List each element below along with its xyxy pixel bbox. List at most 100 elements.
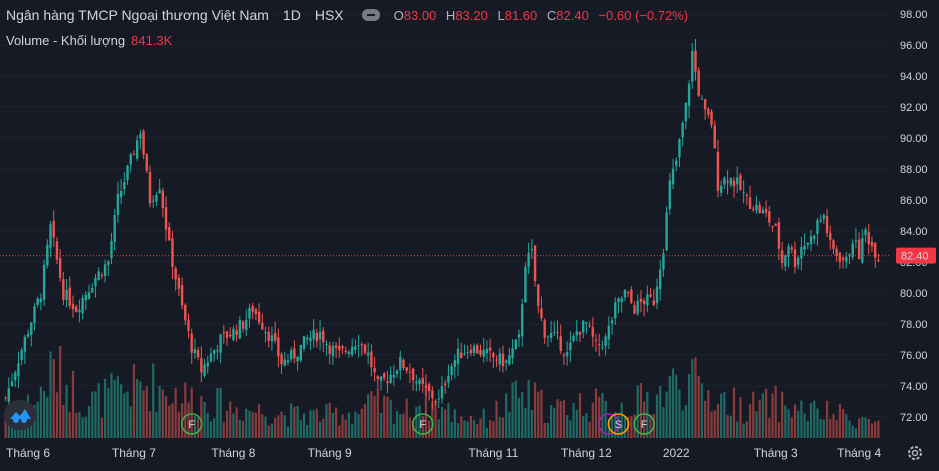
candle-body xyxy=(662,253,665,270)
candle-body xyxy=(488,347,492,351)
volume-bar xyxy=(752,391,755,438)
volume-bar xyxy=(142,390,145,438)
x-tick-label: Tháng 9 xyxy=(308,446,352,460)
candle-body xyxy=(196,350,200,358)
volume-bar xyxy=(671,368,675,438)
volume-bar xyxy=(585,413,588,438)
volume-bar xyxy=(790,417,793,438)
candle-body xyxy=(585,322,588,324)
volume-bar xyxy=(742,423,745,438)
candle-body xyxy=(819,219,822,222)
volume-bar xyxy=(729,415,732,438)
candle-body xyxy=(203,364,206,376)
symbol-name[interactable]: Ngân hàng TMCP Ngoại thương Việt Nam xyxy=(6,7,269,23)
candle-body xyxy=(646,294,649,306)
candle-body xyxy=(758,204,761,213)
candle-body xyxy=(665,212,668,250)
volume-bar xyxy=(55,392,59,438)
volume-bar xyxy=(347,412,351,438)
candle-body xyxy=(71,304,75,310)
last-price-label: 82.40 xyxy=(896,247,936,264)
candle-body xyxy=(620,298,623,303)
interval[interactable]: 1D xyxy=(282,7,301,23)
candle-body xyxy=(681,123,684,138)
volume-bar xyxy=(835,420,838,438)
volume-bar xyxy=(813,400,816,438)
volume-bar xyxy=(216,387,219,438)
volume-bar xyxy=(309,410,312,438)
volume-bar xyxy=(193,416,197,438)
gear-icon[interactable] xyxy=(905,443,925,463)
volume-bar xyxy=(184,382,187,438)
low-value: 81.60 xyxy=(504,7,538,23)
volume-bar xyxy=(238,419,241,438)
volume-bar xyxy=(511,382,514,438)
eye-icon[interactable] xyxy=(361,9,380,21)
volume-bar xyxy=(177,411,180,438)
volume-bar xyxy=(71,370,75,438)
volume-bar xyxy=(537,391,540,438)
volume-bar xyxy=(793,404,797,438)
candle-body xyxy=(193,348,197,354)
candle-body xyxy=(187,320,190,331)
volume-bar xyxy=(694,357,697,438)
candle-body xyxy=(434,400,437,402)
candle-body xyxy=(293,348,296,359)
y-axis: 98.00 96.00 94.00 92.00 90.00 88.00 86.00 84.00… xyxy=(900,9,928,424)
ohlc-values: O83.00 H83.20 L81.60 C82.40 −0.60 (−0.72… xyxy=(393,7,689,23)
volume-bar xyxy=(726,414,729,438)
volume-bar xyxy=(232,413,235,438)
volume-bar xyxy=(360,408,363,438)
volume-bar xyxy=(610,416,614,438)
volume-bar xyxy=(415,406,418,438)
candle-body xyxy=(736,177,739,185)
volume-bar xyxy=(225,410,229,438)
volume-bar xyxy=(434,401,437,438)
candle-body xyxy=(350,346,354,355)
candle-body xyxy=(402,359,405,369)
volume-bar xyxy=(803,413,806,438)
candle-body xyxy=(521,304,524,337)
candle-body xyxy=(418,379,421,385)
candle-body xyxy=(476,345,479,354)
volume-bar xyxy=(713,410,716,438)
volume-bar xyxy=(36,401,39,438)
volume-bar xyxy=(338,425,341,438)
candle-body xyxy=(549,333,553,338)
volume-bar xyxy=(800,400,803,438)
volume-bar xyxy=(325,404,328,438)
candle-body xyxy=(39,298,43,303)
volume-bar xyxy=(687,374,691,438)
candle-body xyxy=(870,241,874,247)
volume-bar xyxy=(460,416,463,438)
volume-bar xyxy=(389,399,392,438)
candle-body xyxy=(206,362,209,367)
candle-body xyxy=(158,189,161,194)
candle-body xyxy=(399,356,402,371)
volume-bar xyxy=(376,387,379,438)
volume-bar xyxy=(148,411,152,438)
volume-bar xyxy=(620,402,623,438)
candle-body xyxy=(46,244,49,266)
volume-bar xyxy=(639,383,643,438)
volume-bar xyxy=(129,406,132,438)
volume-bar xyxy=(52,358,55,438)
volume-label[interactable]: Volume - Khối lượng xyxy=(6,33,126,48)
y-tick-label: 74.00 xyxy=(900,381,928,393)
volume-bar xyxy=(116,376,120,438)
candle-body xyxy=(626,291,630,294)
event-marker-label: S xyxy=(615,419,622,431)
volume-bar xyxy=(598,396,601,438)
candle-body xyxy=(78,309,81,312)
candle-body xyxy=(328,345,331,354)
open-value: 83.00 xyxy=(403,7,437,23)
volume-bar xyxy=(418,405,421,438)
volume-bar xyxy=(277,415,280,438)
candle-body xyxy=(135,140,139,159)
candle-body xyxy=(225,331,229,339)
volume-bar xyxy=(200,395,203,438)
tradingview-logo-icon[interactable] xyxy=(4,400,36,430)
candle-body xyxy=(338,345,341,351)
